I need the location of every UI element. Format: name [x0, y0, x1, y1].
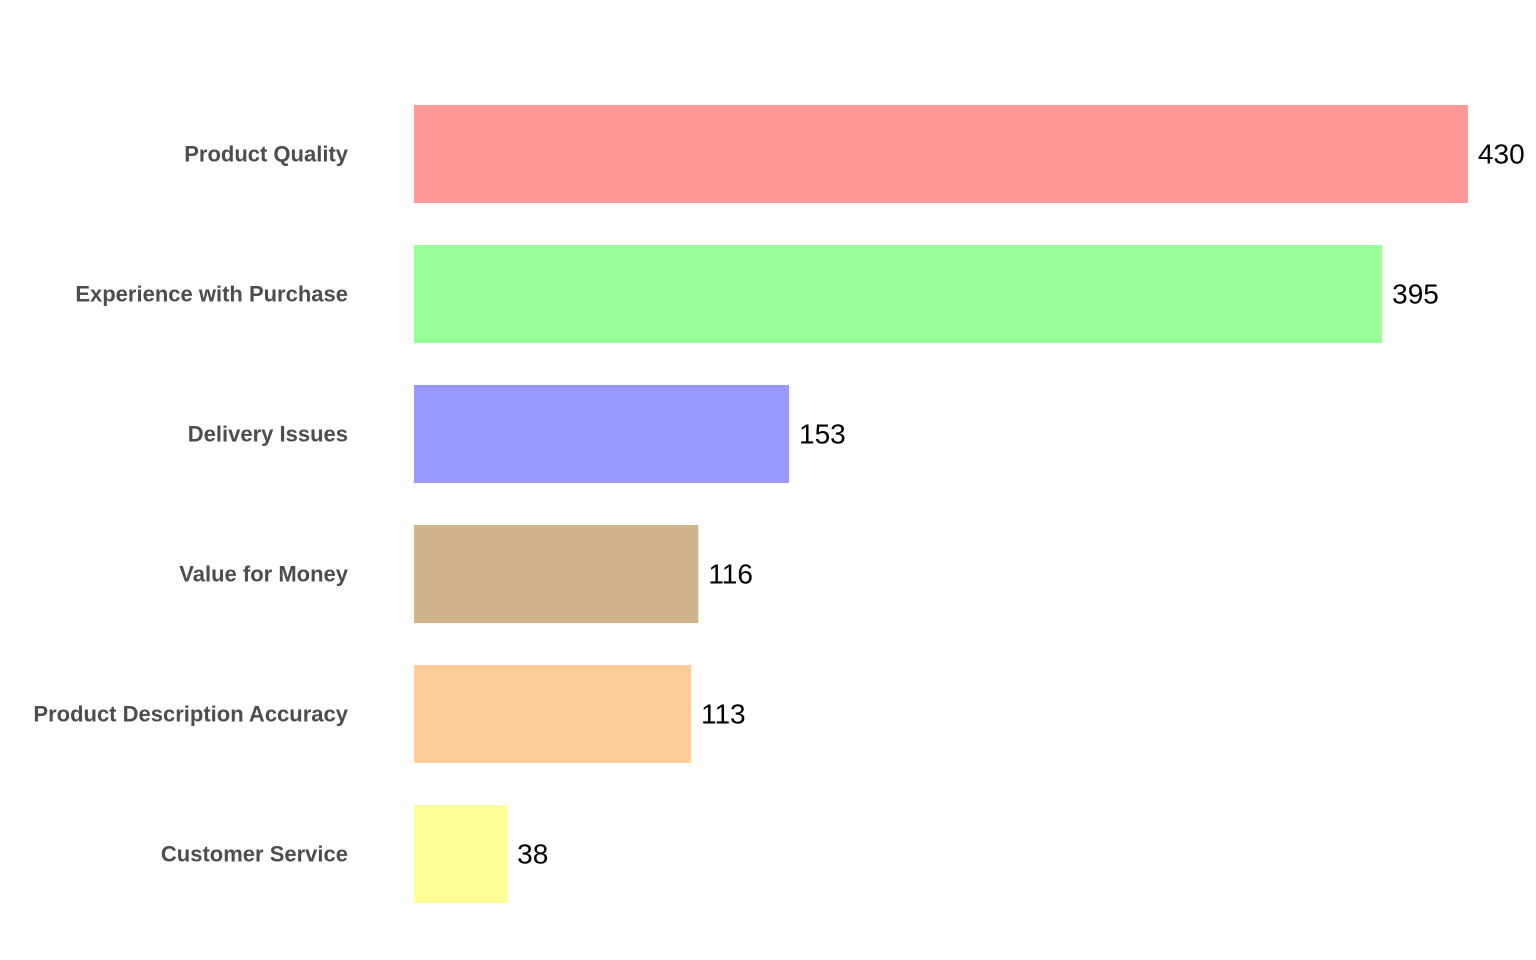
value-label-product-quality: 430	[1478, 139, 1525, 170]
value-label-delivery-issues: 153	[799, 419, 846, 450]
bar-delivery-issues	[414, 385, 790, 483]
value-label-value-for-money: 116	[708, 559, 753, 590]
value-labels: 430 395 153 116 113 38	[517, 139, 1525, 870]
bar-product-quality	[414, 105, 1468, 203]
category-label-product-quality: Product Quality	[184, 142, 349, 167]
category-label-experience-with-purchase: Experience with Purchase	[75, 282, 348, 307]
category-label-customer-service: Customer Service	[161, 842, 348, 867]
category-label-value-for-money: Value for Money	[179, 562, 348, 587]
category-label-delivery-issues: Delivery Issues	[188, 422, 348, 447]
bar-value-for-money	[414, 525, 699, 623]
bar-customer-service	[414, 805, 508, 903]
category-label-product-description-accuracy: Product Description Accuracy	[33, 702, 348, 727]
bar-product-description-accuracy	[414, 665, 691, 763]
category-labels: Product Quality Experience with Purchase D…	[33, 142, 348, 867]
bars-layer	[414, 105, 1468, 903]
value-label-product-description-accuracy: 113	[701, 699, 746, 730]
value-label-customer-service: 38	[517, 839, 548, 870]
value-label-experience-with-purchase: 395	[1392, 279, 1439, 310]
bar-experience-with-purchase	[414, 245, 1383, 343]
